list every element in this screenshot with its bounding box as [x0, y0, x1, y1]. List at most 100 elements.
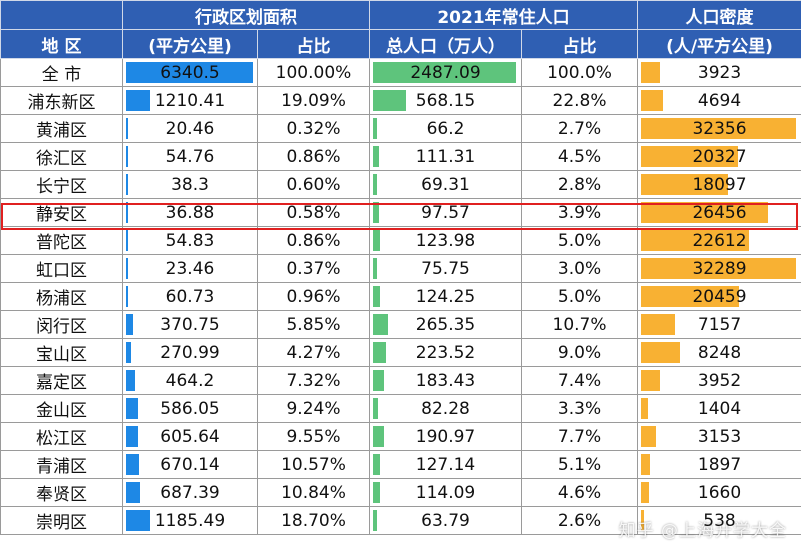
density-cell-bar [641, 230, 750, 251]
pop-cell-value: 127.14 [415, 454, 476, 475]
area-cell-value: 1185.49 [154, 510, 226, 531]
pop-cell-value: 123.98 [415, 230, 476, 251]
density-cell: 1897 [637, 450, 801, 479]
pop-share-cell: 3.0% [520, 254, 639, 283]
density-cell-value: 3923 [697, 62, 742, 83]
pop-share-cell: 7.4% [520, 366, 639, 395]
header-area-unit: (平方公里) [122, 29, 258, 59]
density-cell: 1660 [637, 478, 801, 507]
area-share-cell: 18.70% [257, 506, 370, 535]
area-cell-value: 60.73 [165, 286, 215, 307]
area-share-cell: 7.32% [257, 366, 370, 395]
table-row: 嘉定区 464.2 7.32% 183.43 7.4% 3952 [0, 366, 801, 395]
header-area-group: 行政区划面积 [122, 0, 370, 30]
header-blank [0, 0, 123, 30]
area-cell-value: 670.14 [160, 454, 220, 475]
area-cell-value: 54.83 [165, 230, 215, 251]
density-cell-bar [641, 62, 660, 83]
area-cell-bar [126, 146, 128, 167]
area-cell-bar [126, 286, 128, 307]
pop-cell: 190.97 [369, 422, 522, 451]
density-cell-bar [641, 342, 681, 363]
density-cell-bar [641, 258, 796, 279]
density-cell-value: 26456 [692, 202, 747, 223]
area-cell: 605.64 [122, 422, 258, 451]
pop-cell: 63.79 [369, 506, 522, 535]
area-cell-bar [126, 426, 139, 447]
area-cell-value: 1210.41 [154, 90, 226, 111]
density-cell-value: 1660 [697, 482, 742, 503]
table-row: 宝山区 270.99 4.27% 223.52 9.0% 8248 [0, 338, 801, 367]
density-cell-value: 1404 [697, 398, 742, 419]
density-cell-value: 7157 [697, 314, 742, 335]
pop-cell-bar [373, 454, 381, 475]
density-cell: 32356 [637, 114, 801, 143]
area-cell-value: 36.88 [165, 202, 215, 223]
density-cell-bar [641, 202, 768, 223]
area-cell: 54.76 [122, 142, 258, 171]
density-cell: 32289 [637, 254, 801, 283]
pop-cell-bar [373, 510, 377, 531]
area-cell: 1185.49 [122, 506, 258, 535]
district-name: 杨浦区 [0, 282, 123, 311]
density-cell-value: 3952 [697, 370, 742, 391]
pop-share-cell: 3.3% [520, 394, 639, 423]
pop-cell: 97.57 [369, 198, 522, 227]
pop-cell: 75.75 [369, 254, 522, 283]
area-share-cell: 19.09% [257, 86, 370, 115]
density-cell: 1404 [637, 394, 801, 423]
pop-cell-bar [373, 370, 384, 391]
pop-cell: 82.28 [369, 394, 522, 423]
area-share-cell: 9.24% [257, 394, 370, 423]
area-cell: 270.99 [122, 338, 258, 367]
area-share-cell: 10.84% [257, 478, 370, 507]
pop-cell-value: 223.52 [415, 342, 476, 363]
table-row: 黄浦区 20.46 0.32% 66.2 2.7% 32356 [0, 114, 801, 143]
area-share-cell: 0.86% [257, 142, 370, 171]
table-row: 奉贤区 687.39 10.84% 114.09 4.6% 1660 [0, 478, 801, 507]
district-name: 黄浦区 [0, 114, 123, 143]
area-cell-bar [126, 62, 254, 83]
area-share-cell: 4.27% [257, 338, 370, 367]
density-cell: 18097 [637, 170, 801, 199]
area-cell-bar [126, 258, 128, 279]
area-cell: 464.2 [122, 366, 258, 395]
area-cell: 36.88 [122, 198, 258, 227]
area-cell-value: 605.64 [160, 426, 220, 447]
pop-cell-bar [373, 118, 377, 139]
pop-cell-value: 568.15 [415, 90, 476, 111]
density-cell-bar [641, 454, 651, 475]
pop-cell-value: 75.75 [421, 258, 470, 279]
area-share-cell: 0.86% [257, 226, 370, 255]
district-name: 闵行区 [0, 310, 123, 339]
area-share-cell: 9.55% [257, 422, 370, 451]
area-cell-value: 54.76 [165, 146, 215, 167]
table-row: 长宁区 38.3 0.60% 69.31 2.8% 18097 [0, 170, 801, 199]
pop-cell-bar [373, 174, 377, 195]
area-cell-bar [126, 314, 134, 335]
pop-cell-value: 183.43 [415, 370, 476, 391]
table-row: 全 市 6340.5 100.00% 2487.09 100.0% 3923 [0, 58, 801, 87]
area-cell-bar [126, 174, 128, 195]
area-share-cell: 0.58% [257, 198, 370, 227]
pop-share-cell: 5.1% [520, 450, 639, 479]
pop-share-cell: 100.0% [520, 58, 639, 87]
area-cell: 1210.41 [122, 86, 258, 115]
area-cell-value: 6340.5 [160, 62, 220, 83]
density-cell-value: 22612 [692, 230, 747, 251]
watermark: 知乎 @上海升学大全 [618, 521, 787, 541]
district-name: 松江区 [0, 422, 123, 451]
area-cell-value: 23.46 [165, 258, 215, 279]
density-cell-value: 32356 [692, 118, 747, 139]
area-cell-value: 270.99 [160, 342, 220, 363]
density-cell-value: 32289 [692, 258, 747, 279]
pop-cell-bar [373, 258, 378, 279]
area-share-cell: 10.57% [257, 450, 370, 479]
area-cell-bar [126, 90, 151, 111]
area-cell: 38.3 [122, 170, 258, 199]
density-cell-bar [641, 314, 676, 335]
table-row: 徐汇区 54.76 0.86% 111.31 4.5% 20327 [0, 142, 801, 171]
pop-cell: 2487.09 [369, 58, 522, 87]
pop-cell: 223.52 [369, 338, 522, 367]
table-row: 金山区 586.05 9.24% 82.28 3.3% 1404 [0, 394, 801, 423]
